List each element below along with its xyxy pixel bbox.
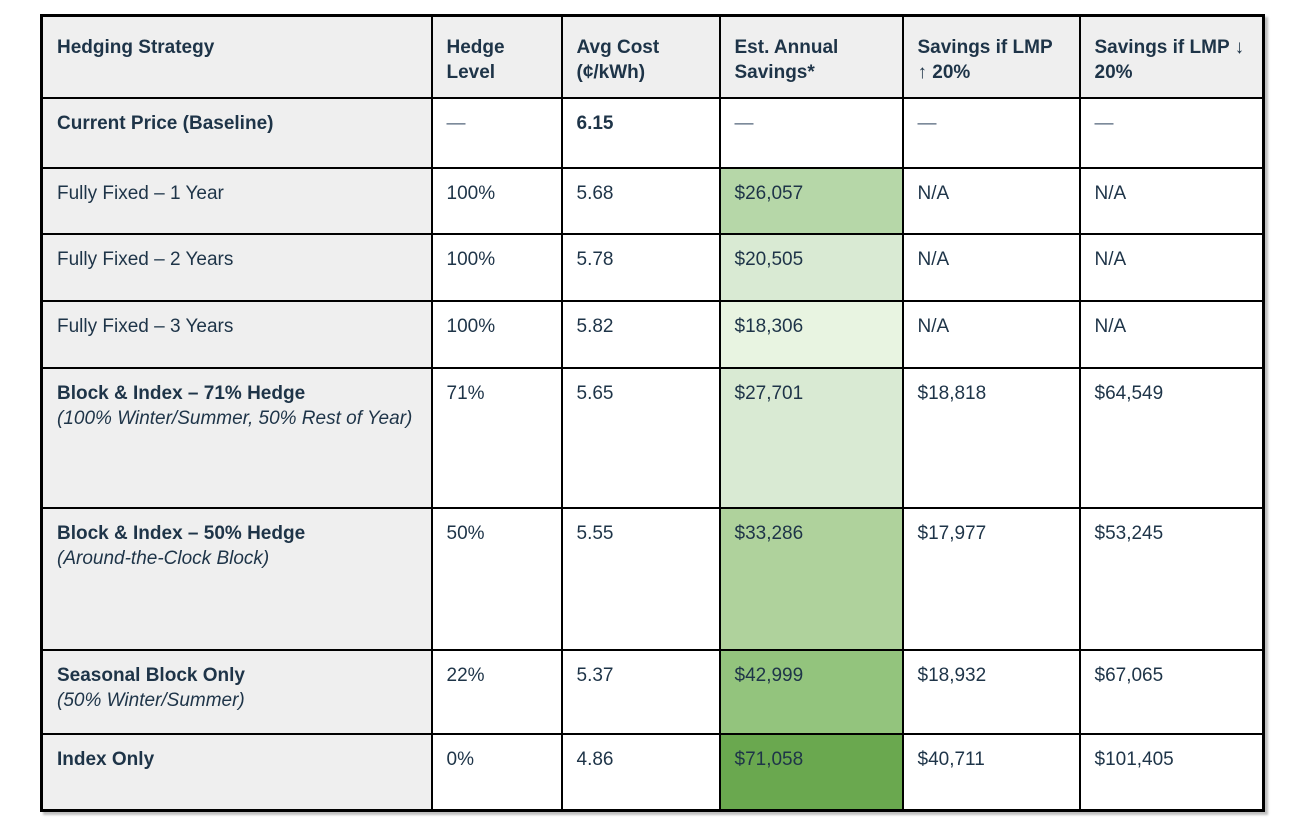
value-cell: 100% xyxy=(430,233,563,303)
value-cell: $18,932 xyxy=(901,649,1081,736)
strategy-cell: Seasonal Block Only (50% Winter/Summer) xyxy=(40,649,433,736)
value-cell: N/A xyxy=(901,233,1081,303)
hedging-table: Hedging Strategy Hedge Level Avg Cost (¢/k… xyxy=(40,14,1265,812)
value-cell: $20,505 xyxy=(718,233,904,303)
value-cell: — xyxy=(718,97,904,170)
value-cell: $64,549 xyxy=(1078,367,1265,510)
value-cell: $67,065 xyxy=(1078,649,1265,736)
column-header: Avg Cost (¢/kWh) xyxy=(560,14,721,100)
strategy-cell: Block & Index – 71% Hedge (100% Winter/Su… xyxy=(40,367,433,510)
value-cell: 6.15 xyxy=(560,97,721,170)
strategy-cell: Current Price (Baseline) xyxy=(40,97,433,170)
column-header: Hedge Level xyxy=(430,14,563,100)
header-row: Hedging Strategy Hedge Level Avg Cost (¢/k… xyxy=(40,14,1265,100)
value-cell: 22% xyxy=(430,649,563,736)
value-cell: N/A xyxy=(901,167,1081,236)
value-cell: N/A xyxy=(1078,167,1265,236)
value-cell: $71,058 xyxy=(718,733,904,812)
value-cell: N/A xyxy=(901,300,1081,370)
table-row: Current Price (Baseline) —6.15— — — xyxy=(40,97,1265,170)
strategy-cell: Block & Index – 50% Hedge (Around-the-Clo… xyxy=(40,507,433,652)
table-row: Index Only 0% 4.86 $71,058 $40,711 $101,405 xyxy=(40,733,1265,812)
value-cell: N/A xyxy=(1078,300,1265,370)
value-cell: 5.55 xyxy=(560,507,721,652)
value-cell: $17,977 xyxy=(901,507,1081,652)
table-row: Fully Fixed – 1 Year 100% 5.68 $26,057 N/A N/… xyxy=(40,167,1265,236)
value-cell: $18,306 xyxy=(718,300,904,370)
value-cell: $53,245 xyxy=(1078,507,1265,652)
value-cell: $27,701 xyxy=(718,367,904,510)
column-header: Hedging Strategy xyxy=(40,14,433,100)
value-cell: — xyxy=(430,97,563,170)
table-row: Fully Fixed – 2 Years 100% 5.78 $20,505 N/A N… xyxy=(40,233,1265,303)
value-cell: 5.82 xyxy=(560,300,721,370)
value-cell: 5.78 xyxy=(560,233,721,303)
value-cell: 0% xyxy=(430,733,563,812)
value-cell: $101,405 xyxy=(1078,733,1265,812)
value-cell: $26,057 xyxy=(718,167,904,236)
strategy-cell: Index Only xyxy=(40,733,433,812)
strategy-subtitle: (Around-the-Clock Block) xyxy=(57,548,270,570)
value-cell: 50% xyxy=(430,507,563,652)
column-header: Est. Annual Savings* xyxy=(718,14,904,100)
column-header: Savings if LMP ↑ 20% xyxy=(901,14,1081,100)
value-cell: 5.37 xyxy=(560,649,721,736)
value-cell: 4.86 xyxy=(560,733,721,812)
value-cell: N/A xyxy=(1078,233,1265,303)
value-cell: $18,818 xyxy=(901,367,1081,510)
value-cell: — xyxy=(901,97,1081,170)
value-cell: 5.65 xyxy=(560,367,721,510)
table-row: Block & Index – 50% Hedge (Around-the-Clo… xyxy=(40,507,1265,652)
strategy-cell: Fully Fixed – 3 Years xyxy=(40,300,433,370)
table-row: Seasonal Block Only (50% Winter/Summer) 22… xyxy=(40,649,1265,736)
value-cell: $40,711 xyxy=(901,733,1081,812)
table-row: Fully Fixed – 3 Years 100% 5.82 $18,306 N/A N… xyxy=(40,300,1265,370)
hedging-strategy-table-container: Hedging Strategy Hedge Level Avg Cost (¢/k… xyxy=(40,14,1265,812)
value-cell: 100% xyxy=(430,167,563,236)
value-cell: 100% xyxy=(430,300,563,370)
strategy-subtitle: (50% Winter/Summer) xyxy=(57,690,245,712)
strategy-cell: Fully Fixed – 1 Year xyxy=(40,167,433,236)
table-row: Block & Index – 71% Hedge (100% Winter/Su… xyxy=(40,367,1265,510)
value-cell: $33,286 xyxy=(718,507,904,652)
value-cell: 71% xyxy=(430,367,563,510)
value-cell: — xyxy=(1078,97,1265,170)
value-cell: 5.68 xyxy=(560,167,721,236)
strategy-cell: Fully Fixed – 2 Years xyxy=(40,233,433,303)
strategy-subtitle: (100% Winter/Summer, 50% Rest of Year) xyxy=(57,408,413,430)
column-header: Savings if LMP ↓ 20% xyxy=(1078,14,1265,100)
value-cell: $42,999 xyxy=(718,649,904,736)
table-body: Current Price (Baseline) —6.15— — — Fully Fi… xyxy=(40,97,1265,812)
